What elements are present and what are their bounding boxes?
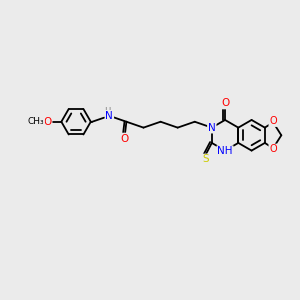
Text: O: O (269, 144, 277, 154)
Text: O: O (221, 98, 229, 109)
Text: N: N (106, 111, 113, 121)
Text: O: O (269, 116, 277, 126)
Text: H: H (104, 107, 110, 116)
Text: NH: NH (217, 146, 233, 156)
Text: N: N (208, 123, 216, 133)
Text: CH₃: CH₃ (27, 117, 44, 126)
Text: H: H (106, 111, 113, 120)
Text: O: O (44, 117, 52, 127)
Text: O: O (121, 134, 129, 143)
Text: S: S (202, 154, 208, 164)
